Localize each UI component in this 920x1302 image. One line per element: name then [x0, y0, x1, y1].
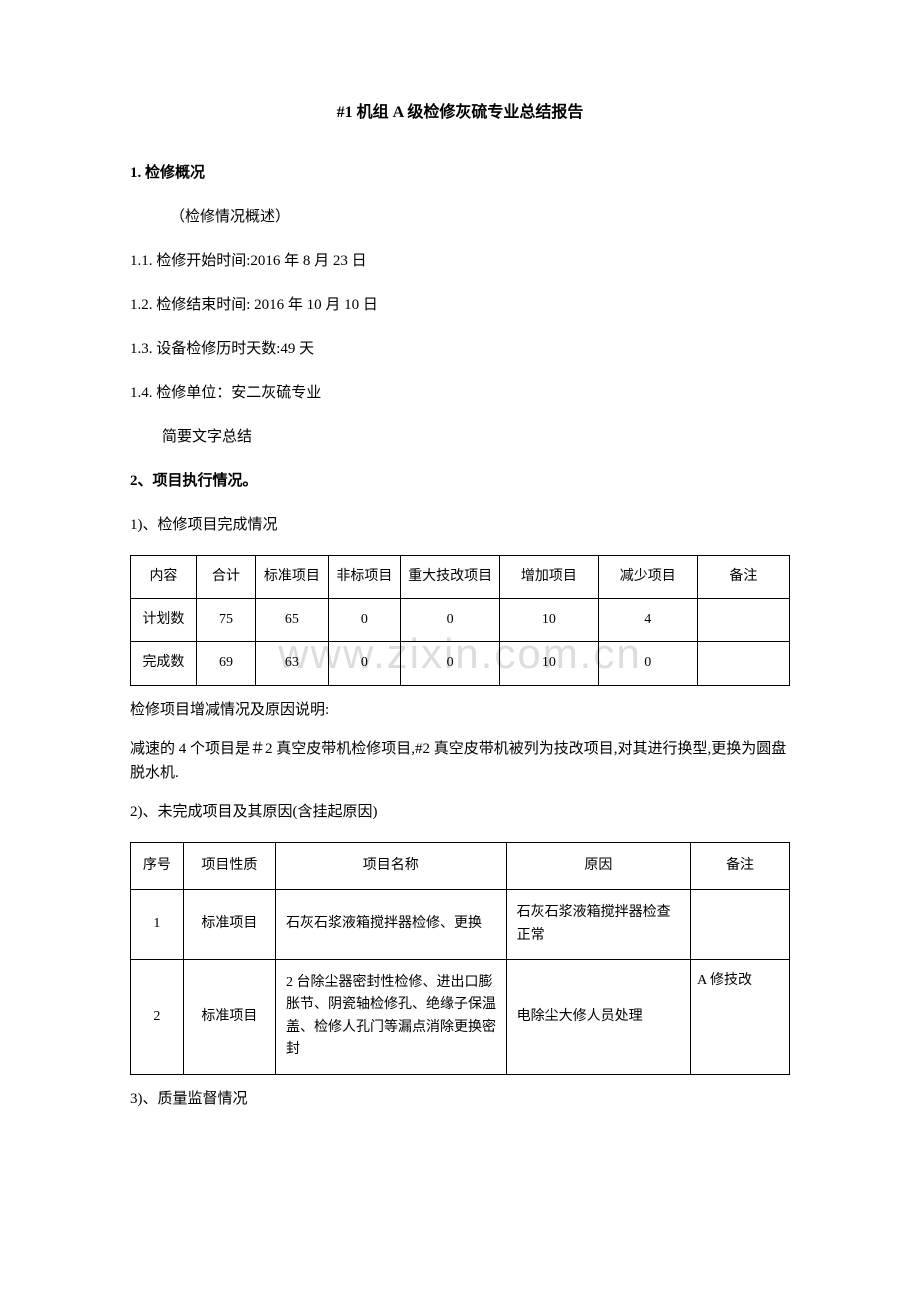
table-cell	[697, 642, 789, 685]
table-cell: 0	[401, 598, 500, 641]
table-cell: 电除尘大修人员处理	[506, 959, 691, 1074]
table-cell: 0	[328, 642, 400, 685]
table-header: 项目性质	[183, 842, 275, 889]
section2-sub3: 3)、质量监督情况	[130, 1087, 790, 1111]
table-incomplete: 序号 项目性质 项目名称 原因 备注 1 标准项目 石灰石浆液箱搅拌器检修、更换…	[130, 842, 790, 1075]
table-cell: 计划数	[131, 598, 197, 641]
document-title: #1 机组 A 级检修灰硫专业总结报告	[130, 100, 790, 126]
note1-label: 检修项目增减情况及原因说明:	[130, 698, 790, 722]
table-header: 减少项目	[598, 555, 697, 598]
section2-sub1: 1)、检修项目完成情况	[130, 513, 790, 537]
item-1-1: 1.1. 检修开始时间:2016 年 8 月 23 日	[130, 249, 790, 273]
table-cell: 标准项目	[183, 959, 275, 1074]
table-cell: 75	[196, 598, 255, 641]
table-row: 2 标准项目 2 台除尘器密封性检修、进出口膨胀节、阴瓷轴检修孔、绝缘子保温盖、…	[131, 959, 790, 1074]
table-header: 非标项目	[328, 555, 400, 598]
table-row: 序号 项目性质 项目名称 原因 备注	[131, 842, 790, 889]
item-1-3: 1.3. 设备检修历时天数:49 天	[130, 337, 790, 361]
table-header: 序号	[131, 842, 184, 889]
item-1-4: 1.4. 检修单位：安二灰硫专业	[130, 381, 790, 405]
table-cell: 石灰石浆液箱搅拌器检查正常	[506, 890, 691, 960]
table-header: 备注	[697, 555, 789, 598]
table-cell: 石灰石浆液箱搅拌器检修、更换	[275, 890, 506, 960]
table-cell: 2	[131, 959, 184, 1074]
table-cell: 0	[401, 642, 500, 685]
table-row: 1 标准项目 石灰石浆液箱搅拌器检修、更换 石灰石浆液箱搅拌器检查正常	[131, 890, 790, 960]
table-header: 内容	[131, 555, 197, 598]
table-cell	[697, 598, 789, 641]
item-1-2: 1.2. 检修结束时间: 2016 年 10 月 10 日	[130, 293, 790, 317]
table-cell: 10	[500, 642, 599, 685]
table-header: 备注	[691, 842, 790, 889]
table-header: 增加项目	[500, 555, 599, 598]
table-completion: 内容 合计 标准项目 非标项目 重大技改项目 增加项目 减少项目 备注 计划数 …	[130, 555, 790, 686]
table-row: 计划数 75 65 0 0 10 4	[131, 598, 790, 641]
table-cell: 65	[256, 598, 328, 641]
table-row: 内容 合计 标准项目 非标项目 重大技改项目 增加项目 减少项目 备注	[131, 555, 790, 598]
table-cell: 完成数	[131, 642, 197, 685]
table-header: 重大技改项目	[401, 555, 500, 598]
table-cell: 1	[131, 890, 184, 960]
table-cell: A 修技改	[691, 959, 790, 1074]
section2-heading: 2、项目执行情况。	[130, 469, 790, 493]
section1-heading: 1. 检修概况	[130, 161, 790, 185]
note1-text: 减速的 4 个项目是＃2 真空皮带机检修项目,#2 真空皮带机被列为技改项目,对…	[130, 737, 790, 785]
table-cell: 63	[256, 642, 328, 685]
table-header: 原因	[506, 842, 691, 889]
table-cell: 4	[598, 598, 697, 641]
table-header: 合计	[196, 555, 255, 598]
table-cell: 10	[500, 598, 599, 641]
section1-summary: 简要文字总结	[130, 425, 790, 449]
section2-sub2: 2)、未完成项目及其原因(含挂起原因)	[130, 800, 790, 824]
table-header: 项目名称	[275, 842, 506, 889]
table-cell: 0	[328, 598, 400, 641]
table-cell: 69	[196, 642, 255, 685]
table-cell: 标准项目	[183, 890, 275, 960]
section1-overview: （检修情况概述）	[130, 205, 790, 229]
document-content: #1 机组 A 级检修灰硫专业总结报告 1. 检修概况 （检修情况概述） 1.1…	[130, 100, 790, 1111]
table-row: 完成数 69 63 0 0 10 0	[131, 642, 790, 685]
table-cell: 2 台除尘器密封性检修、进出口膨胀节、阴瓷轴检修孔、绝缘子保温盖、检修人孔门等漏…	[275, 959, 506, 1074]
table-header: 标准项目	[256, 555, 328, 598]
table-cell	[691, 890, 790, 960]
table-cell: 0	[598, 642, 697, 685]
